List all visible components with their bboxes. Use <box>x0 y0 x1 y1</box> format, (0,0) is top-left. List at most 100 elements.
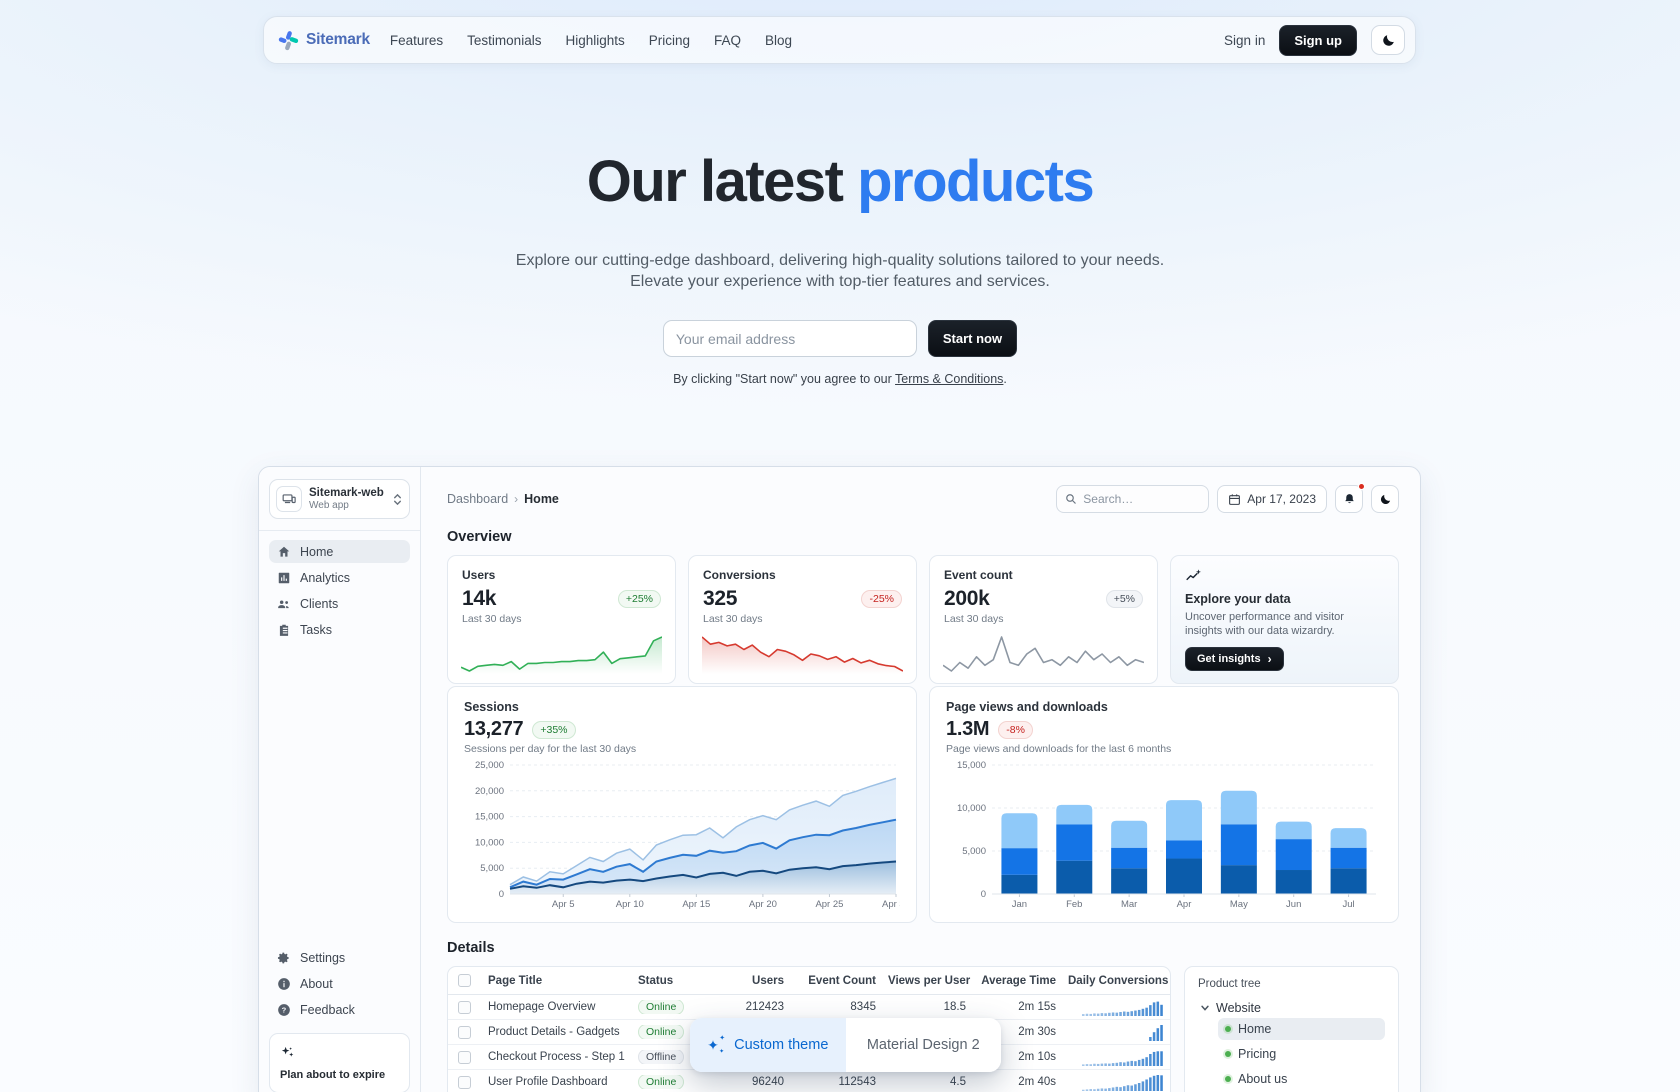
pageviews-bar-chart[interactable]: 0 5,000 10,000 15,000 Jan Feb Mar Apr May Jun Jul <box>946 759 1382 914</box>
help-icon: ? <box>277 1002 292 1017</box>
nav-link-features[interactable]: Features <box>389 32 444 48</box>
svg-text:Apr 5: Apr 5 <box>552 899 575 910</box>
table-header-row: Page Title Status Users Event Count View… <box>448 967 1170 995</box>
bell-icon <box>1344 493 1354 503</box>
daily-conversions-sparkline <box>1082 1074 1164 1091</box>
svg-text:10,000: 10,000 <box>475 837 504 848</box>
conversions-value: 325 <box>703 587 738 610</box>
svg-text:5,000: 5,000 <box>480 863 504 874</box>
conversions-sparkline <box>702 632 903 674</box>
plan-expire-text: Plan about to expire <box>280 1069 386 1081</box>
hero-email-row: Start now <box>0 320 1680 357</box>
date-picker-button[interactable]: Apr 17, 2023 <box>1217 485 1327 513</box>
svg-text:Mar: Mar <box>1121 899 1137 910</box>
stat-cards-row: Users 14k +25% Last 30 days Conversions … <box>447 555 1399 684</box>
get-insights-button[interactable]: Get insights › <box>1185 647 1284 671</box>
svg-text:0: 0 <box>499 889 504 900</box>
events-value: 200k <box>944 587 990 610</box>
nav-links: Features Testimonials Highlights Pricing… <box>390 33 792 48</box>
tree-item-about-us[interactable]: About us <box>1218 1068 1385 1090</box>
row-checkbox[interactable] <box>458 1025 471 1039</box>
terms-caption: By clicking "Start now" you agree to our… <box>673 372 1007 386</box>
users-trend-chip: +25% <box>617 590 661 608</box>
svg-text:15,000: 15,000 <box>475 812 504 823</box>
sitemark-logo[interactable]: Sitemark <box>278 30 370 51</box>
row-checkbox[interactable] <box>458 1050 471 1064</box>
tree-item-home[interactable]: Home <box>1218 1018 1385 1040</box>
select-all-checkbox[interactable] <box>458 974 471 987</box>
tree-node-website[interactable]: Website <box>1198 1001 1385 1015</box>
sidebar-item-tasks[interactable]: Tasks <box>269 618 410 641</box>
row-checkbox[interactable] <box>458 1000 471 1014</box>
email-input[interactable] <box>662 320 917 357</box>
sign-in-link[interactable]: Sign in <box>1224 32 1266 48</box>
nav-link-testimonials[interactable]: Testimonials <box>467 32 542 48</box>
start-now-button[interactable]: Start now <box>927 320 1018 357</box>
insight-card: Explore your data Uncover performance an… <box>1170 555 1399 684</box>
info-icon <box>277 976 292 991</box>
row-checkbox[interactable] <box>458 1075 471 1089</box>
daily-conversions-sparkline <box>1082 1049 1164 1066</box>
svg-text:Apr 25: Apr 25 <box>815 899 843 910</box>
svg-text:Apr: Apr <box>1177 899 1192 910</box>
dashboard-search[interactable] <box>1056 485 1210 513</box>
svg-text:10,000: 10,000 <box>957 803 986 814</box>
events-trend-chip: +5% <box>1105 590 1143 608</box>
notification-badge <box>1358 483 1365 490</box>
table-row[interactable]: User Profile Dashboard Online 96240 1125… <box>448 1070 1170 1092</box>
svg-text:Jan: Jan <box>1012 899 1027 910</box>
product-tree-card: Product tree Website Home Pricing <box>1184 966 1399 1092</box>
sidebar-item-clients[interactable]: Clients <box>269 592 410 615</box>
svg-text:Apr 30: Apr 30 <box>882 899 900 910</box>
sidebar-divider <box>259 530 420 531</box>
events-sparkline <box>943 632 1144 674</box>
sparkle-icon <box>281 1046 294 1057</box>
daily-conversions-sparkline <box>1082 999 1164 1016</box>
nav-link-pricing[interactable]: Pricing <box>648 32 690 48</box>
dashboard-color-mode-toggle[interactable] <box>1371 485 1399 513</box>
stat-card-events: Event count 200k +5% Last 30 days <box>929 555 1158 684</box>
table-row[interactable]: Homepage Overview Online 212423 8345 18.… <box>448 995 1170 1020</box>
sidebar-item-analytics[interactable]: Analytics <box>269 566 410 589</box>
sessions-area-chart[interactable]: 0 5,000 10,000 15,000 20,000 25,000 Apr 5 Apr 1… <box>464 759 900 914</box>
breadcrumb-dashboard[interactable]: Dashboard <box>447 492 509 506</box>
sidebar-item-home[interactable]: Home <box>269 540 410 563</box>
dashboard-preview: Sitemark-web Web app Home Analytics <box>258 466 1421 1092</box>
color-mode-toggle[interactable] <box>1371 25 1405 55</box>
search-icon <box>1066 494 1077 504</box>
gear-icon <box>277 950 292 965</box>
nav-link-faq[interactable]: FAQ <box>714 32 742 48</box>
sidebar-item-settings[interactable]: Settings <box>269 946 410 969</box>
insight-body: Uncover performance and visitor insights… <box>1185 611 1344 637</box>
theme-option-custom[interactable]: ✦ ✦ ✦ Custom theme <box>690 1018 846 1072</box>
insight-title: Explore your data <box>1185 592 1291 606</box>
sign-up-button[interactable]: Sign up <box>1279 24 1357 56</box>
tree-item-pricing[interactable]: Pricing <box>1218 1043 1385 1065</box>
sparkle-icon: ✦ ✦ ✦ <box>707 1035 726 1055</box>
workspace-name: Sitemark-web <box>309 487 384 499</box>
status-dot-icon <box>1225 1051 1231 1057</box>
notifications-button[interactable] <box>1335 483 1365 513</box>
workspace-select[interactable]: Sitemark-web Web app <box>269 479 410 519</box>
nav-link-highlights[interactable]: Highlights <box>565 32 625 48</box>
terms-link[interactable]: Terms & Conditions <box>895 372 1004 386</box>
search-input[interactable] <box>1083 492 1194 506</box>
dashboard-sidebar: Sitemark-web Web app Home Analytics <box>259 467 421 1092</box>
svg-text:25,000: 25,000 <box>475 760 504 771</box>
status-badge: Online <box>638 1025 685 1039</box>
sidebar-item-about[interactable]: About <box>269 972 410 995</box>
status-dot-icon <box>1225 1026 1231 1032</box>
pageviews-value: 1.3M <box>946 718 990 740</box>
sessions-trend-chip: +35% <box>532 720 576 739</box>
sessions-value: 13,277 <box>464 718 524 740</box>
nav-link-blog[interactable]: Blog <box>765 32 793 48</box>
sidebar-item-feedback[interactable]: ? Feedback <box>269 998 410 1021</box>
chevron-right-icon: › <box>514 492 519 506</box>
chevron-right-icon: › <box>1267 652 1272 666</box>
theme-option-md2[interactable]: Material Design 2 <box>845 1018 1001 1072</box>
svg-text:May: May <box>1230 899 1248 910</box>
calendar-icon <box>1229 493 1241 505</box>
svg-text:Apr 15: Apr 15 <box>682 899 710 910</box>
logo-text: Sitemark <box>306 31 370 48</box>
